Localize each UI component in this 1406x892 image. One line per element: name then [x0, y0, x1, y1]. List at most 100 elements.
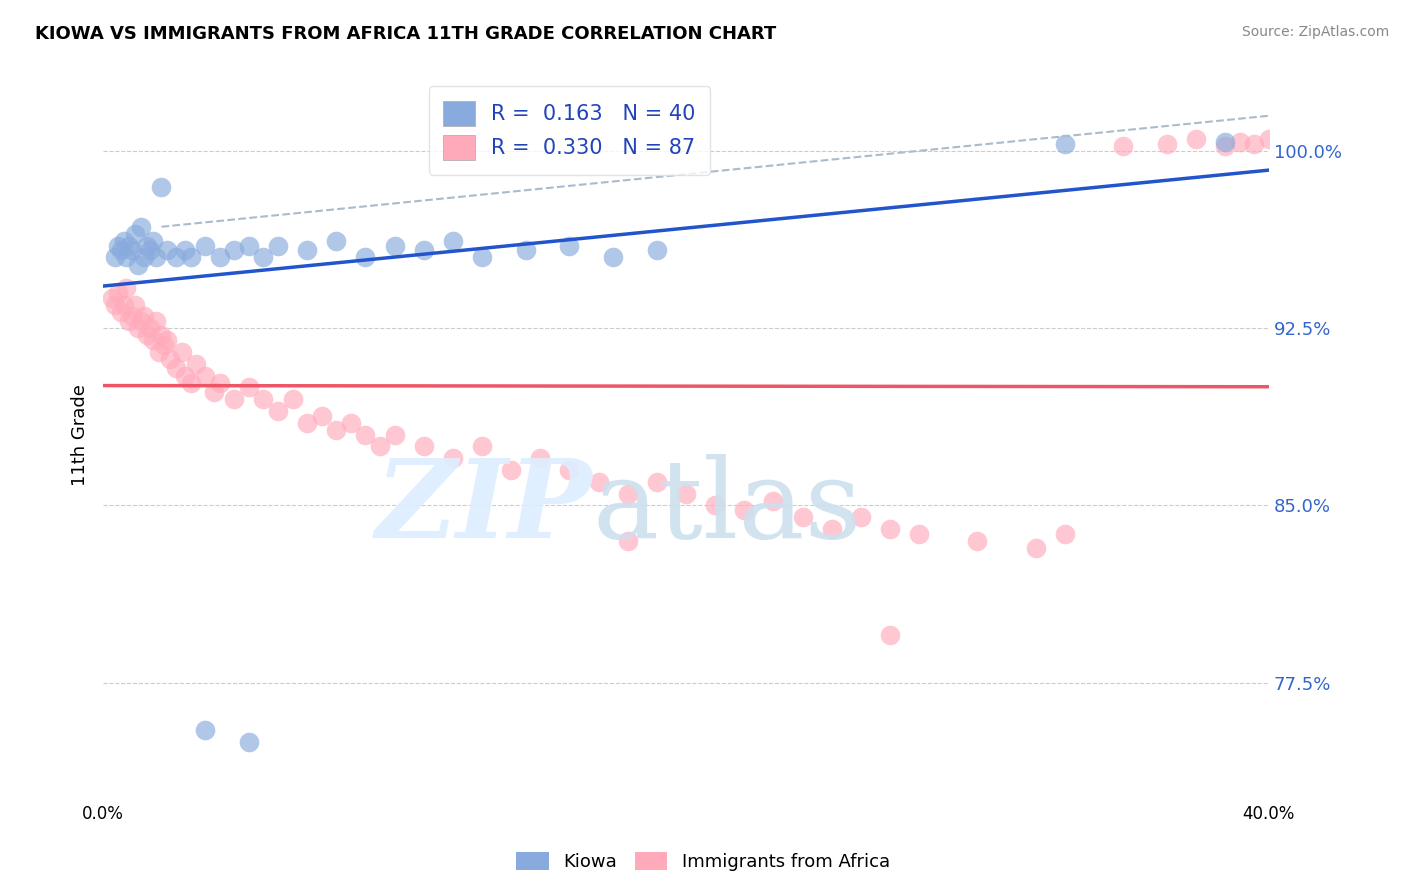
- Point: [156, 244, 179, 258]
- Text: Source: ZipAtlas.com: Source: ZipAtlas.com: [1241, 25, 1389, 39]
- Point: [1185, 132, 1208, 146]
- Text: atlas: atlas: [593, 454, 862, 561]
- Point: [501, 463, 523, 477]
- Point: [115, 281, 138, 295]
- Point: [1112, 139, 1135, 153]
- Point: [471, 439, 494, 453]
- Point: [515, 244, 537, 258]
- Point: [104, 298, 127, 312]
- Legend: R =  0.163   N = 40, R =  0.330   N = 87: R = 0.163 N = 40, R = 0.330 N = 87: [429, 87, 710, 175]
- Point: [558, 238, 581, 252]
- Point: [129, 219, 152, 234]
- Point: [1053, 137, 1076, 152]
- Point: [879, 628, 901, 642]
- Point: [194, 238, 217, 252]
- Point: [267, 238, 290, 252]
- Point: [135, 328, 157, 343]
- Point: [127, 258, 149, 272]
- Point: [384, 427, 406, 442]
- Point: [252, 392, 274, 406]
- Point: [101, 291, 124, 305]
- Point: [224, 244, 246, 258]
- Point: [107, 238, 129, 252]
- Point: [704, 499, 727, 513]
- Point: [124, 227, 146, 241]
- Point: [180, 376, 202, 390]
- Point: [354, 427, 377, 442]
- Point: [1213, 135, 1236, 149]
- Point: [616, 533, 638, 548]
- Point: [412, 244, 434, 258]
- Point: [762, 493, 785, 508]
- Point: [295, 244, 318, 258]
- Point: [118, 314, 141, 328]
- Point: [139, 321, 162, 335]
- Point: [441, 451, 464, 466]
- Point: [124, 298, 146, 312]
- Point: [1053, 526, 1076, 541]
- Point: [325, 423, 347, 437]
- Point: [238, 734, 260, 748]
- Point: [118, 238, 141, 252]
- Point: [1213, 139, 1236, 153]
- Point: [908, 526, 931, 541]
- Point: [145, 314, 167, 328]
- Point: [441, 234, 464, 248]
- Point: [132, 310, 155, 324]
- Point: [159, 351, 181, 366]
- Point: [208, 251, 231, 265]
- Point: [966, 533, 988, 548]
- Text: ZIP: ZIP: [377, 454, 593, 562]
- Point: [281, 392, 304, 406]
- Point: [129, 314, 152, 328]
- Point: [295, 416, 318, 430]
- Point: [208, 376, 231, 390]
- Point: [1025, 541, 1047, 555]
- Point: [354, 251, 377, 265]
- Point: [104, 251, 127, 265]
- Point: [112, 298, 135, 312]
- Point: [194, 368, 217, 383]
- Point: [368, 439, 391, 453]
- Point: [238, 238, 260, 252]
- Legend: Kiowa, Immigrants from Africa: Kiowa, Immigrants from Africa: [509, 845, 897, 879]
- Point: [821, 522, 844, 536]
- Point: [142, 234, 165, 248]
- Point: [675, 486, 697, 500]
- Point: [311, 409, 333, 423]
- Point: [1258, 132, 1281, 146]
- Point: [180, 251, 202, 265]
- Point: [139, 244, 162, 258]
- Point: [602, 251, 624, 265]
- Point: [153, 338, 176, 352]
- Point: [1243, 137, 1265, 152]
- Point: [150, 328, 173, 343]
- Point: [412, 439, 434, 453]
- Point: [186, 357, 208, 371]
- Point: [142, 333, 165, 347]
- Point: [384, 238, 406, 252]
- Point: [132, 251, 155, 265]
- Point: [110, 305, 132, 319]
- Point: [121, 310, 143, 324]
- Point: [165, 251, 187, 265]
- Point: [224, 392, 246, 406]
- Point: [1229, 135, 1251, 149]
- Y-axis label: 11th Grade: 11th Grade: [72, 384, 89, 485]
- Text: KIOWA VS IMMIGRANTS FROM AFRICA 11TH GRADE CORRELATION CHART: KIOWA VS IMMIGRANTS FROM AFRICA 11TH GRA…: [35, 25, 776, 43]
- Point: [792, 510, 814, 524]
- Point: [115, 251, 138, 265]
- Point: [733, 503, 755, 517]
- Point: [194, 723, 217, 737]
- Point: [252, 251, 274, 265]
- Point: [616, 486, 638, 500]
- Point: [471, 251, 494, 265]
- Point: [238, 380, 260, 394]
- Point: [202, 385, 225, 400]
- Point: [879, 522, 901, 536]
- Point: [150, 179, 173, 194]
- Point: [558, 463, 581, 477]
- Point: [325, 234, 347, 248]
- Point: [148, 345, 170, 359]
- Point: [165, 361, 187, 376]
